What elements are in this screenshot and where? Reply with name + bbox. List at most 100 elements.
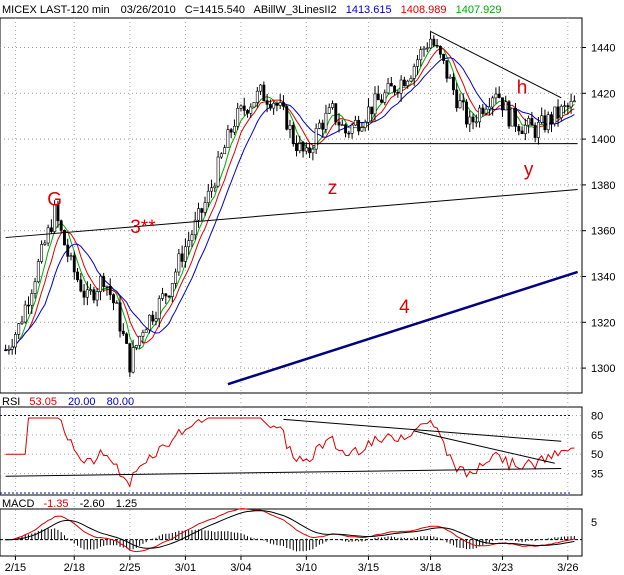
- candle-body: [167, 295, 171, 298]
- candle-body: [337, 121, 341, 126]
- candle-body: [282, 102, 285, 107]
- price-tick-label: 1360: [591, 226, 615, 238]
- svg-text:RSI 53.05 20.00 80: RSI 53.05 20.00 80.00: [2, 396, 134, 408]
- date-tick-label: 3/18: [420, 562, 441, 574]
- price-panel: [0, 17, 583, 394]
- candle-body: [219, 153, 223, 158]
- candle-body: [324, 112, 328, 130]
- candle-body: [30, 293, 34, 306]
- candle-body: [507, 101, 511, 127]
- candle-body: [301, 141, 305, 152]
- candle-body: [487, 106, 491, 110]
- candle-body: [295, 143, 298, 151]
- candle-body: [304, 147, 308, 152]
- candle-body: [357, 120, 361, 132]
- candle-body: [89, 289, 93, 292]
- candle-body: [383, 92, 387, 103]
- candle-body: [131, 347, 135, 373]
- candle-body: [183, 246, 187, 262]
- candle-body: [138, 335, 142, 346]
- candle-body: [157, 298, 161, 319]
- candle-body: [536, 122, 540, 138]
- candle-body: [478, 107, 482, 123]
- candle-body: [66, 244, 70, 257]
- candle-body: [314, 128, 318, 150]
- candle-body: [148, 314, 151, 331]
- candle-body: [4, 349, 8, 352]
- candle-body: [520, 130, 524, 135]
- candle-body: [108, 285, 112, 295]
- candle-body: [252, 102, 256, 108]
- candle-body: [268, 104, 272, 109]
- candle-body: [203, 202, 207, 213]
- candle-body: [265, 100, 269, 105]
- macd-line: [5, 508, 575, 553]
- candle-body: [17, 323, 21, 335]
- candle-body: [161, 293, 164, 299]
- candle-body: [236, 108, 240, 127]
- candle-body: [33, 281, 37, 294]
- candle-body: [435, 44, 439, 47]
- chart-symbol: MICEX LAST-120 min: [2, 4, 110, 16]
- rsi-tick-label: 80: [591, 410, 603, 422]
- candle-body: [311, 148, 315, 154]
- candle-body: [164, 293, 168, 297]
- wave-label: 3**: [130, 217, 156, 238]
- candle-body: [79, 279, 83, 292]
- macd-histogram: 1.25: [116, 498, 137, 510]
- price-trendline: [227, 270, 579, 386]
- candle-body: [242, 105, 246, 111]
- candle-body: [363, 122, 367, 128]
- chart-close: C=1415.540: [185, 4, 245, 16]
- rsi-title: RSI: [2, 396, 20, 408]
- rsi-trendline: [283, 418, 562, 442]
- candle-body: [455, 89, 459, 109]
- wave-label: y: [524, 160, 534, 181]
- rsi-trendline: [414, 430, 555, 464]
- rsi-trendline: [5, 467, 562, 477]
- candle-body: [229, 129, 233, 133]
- candle-body: [115, 302, 119, 304]
- candle-body: [543, 115, 547, 131]
- price-trendline: [5, 188, 578, 239]
- candle-body: [331, 103, 334, 108]
- wave-label: h: [517, 77, 528, 98]
- candle-body: [416, 59, 419, 67]
- candle-body: [187, 240, 191, 248]
- candle-body: [49, 227, 53, 232]
- candle-body: [556, 106, 560, 119]
- candle-body: [36, 261, 40, 283]
- indicator-name: ABillW_3LinesII2: [253, 4, 336, 16]
- candle-body: [445, 60, 449, 79]
- candle-body: [517, 126, 521, 132]
- date-tick-label: 2/15: [5, 562, 26, 574]
- candle-body: [197, 208, 200, 221]
- candle-body: [566, 105, 570, 108]
- candle-body: [13, 334, 17, 348]
- candle-body: [406, 80, 410, 87]
- wave-label: 4: [399, 297, 410, 318]
- candle-body: [85, 289, 89, 298]
- candle-body: [465, 101, 468, 125]
- candle-body: [259, 84, 263, 92]
- candle-body: [275, 103, 279, 106]
- rsi-tick-label: 50: [591, 449, 603, 461]
- candle-body: [504, 101, 508, 111]
- candle-body: [501, 97, 504, 111]
- date-tick-label: 3/15: [358, 562, 379, 574]
- candle-body: [226, 129, 230, 148]
- macd-signal: -2.60: [80, 498, 105, 510]
- svg-text:MICEX LAST-120 min 03/26/2: MICEX LAST-120 min 03/26/2010 C=1415.540…: [2, 4, 502, 16]
- candle-body: [27, 304, 30, 307]
- candle-body: [177, 253, 181, 273]
- date-tick-label: 3/10: [296, 562, 317, 574]
- candle-body: [347, 132, 351, 135]
- candle-body: [540, 115, 544, 123]
- candle-body: [491, 97, 495, 108]
- candle-body: [559, 105, 563, 119]
- candle-body: [386, 83, 390, 94]
- candle-body: [190, 234, 194, 242]
- candle-body: [396, 91, 400, 94]
- candle-body: [370, 106, 374, 115]
